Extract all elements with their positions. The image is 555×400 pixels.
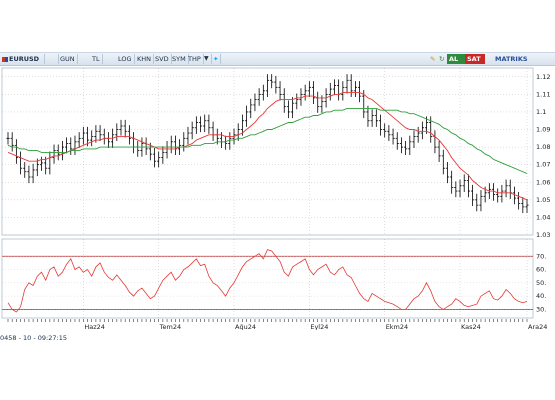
x-tick-label: Kas24: [461, 323, 481, 330]
dropdown-arrow-icon[interactable]: ▼: [202, 54, 212, 64]
symbol-selector[interactable]: EURUSD: [0, 54, 45, 64]
flag-icon: [2, 56, 8, 62]
rsi-panel-frame: [1, 238, 534, 319]
rsi-tick-label: 50.: [536, 279, 546, 287]
x-tick-label: Eyl24: [310, 323, 328, 330]
toolbar-button-khn[interactable]: KHN: [135, 54, 155, 64]
price-tick-label: 1.07: [536, 161, 550, 169]
toolbar-button-tl[interactable]: TL: [90, 54, 103, 64]
rsi-tick-label: 40.: [536, 292, 546, 300]
status-text: 0458 - 10 - 09:27:15: [0, 334, 67, 342]
x-tick-label: Ara24: [528, 323, 547, 330]
twitter-icon[interactable]: ✦: [211, 54, 222, 64]
pencil-icon[interactable]: ✎: [430, 55, 436, 63]
x-tick-label: Tem24: [159, 323, 181, 330]
price-tick-label: 1.09: [536, 126, 550, 134]
chart-canvas: Haz24 Tem24 Ağu24 Eyl24 Ekm24 Kas24 Ara24 1.03 1…: [1, 67, 550, 330]
matriks-logo: MATRIKS: [495, 55, 528, 63]
chart-toolbar: EURUSD GUN TL LOG KHN SVD SYM THP ▼ ✦ ✎ …: [0, 53, 555, 66]
toolbar-button-gun[interactable]: GUN: [58, 54, 78, 64]
moving-average-short-line: [7, 92, 528, 201]
price-tick-label: 1.03: [536, 231, 550, 239]
toolbar-spacer: [40, 54, 59, 64]
price-tick-label: 1.05: [536, 196, 550, 204]
refresh-icon[interactable]: ↻: [439, 55, 445, 63]
price-tick-label: 1.06: [536, 178, 550, 186]
rsi-tick-label: 70.: [536, 252, 546, 260]
sell-button[interactable]: SAT: [465, 54, 485, 64]
x-tick-label: Haz24: [84, 323, 105, 330]
toolbar-button-thp[interactable]: THP: [186, 54, 204, 64]
toolbar-button-log[interactable]: LOG: [116, 54, 135, 64]
buy-button[interactable]: AL: [447, 54, 465, 64]
price-tick-label: 1.08: [536, 143, 550, 151]
toolbar-button-svd[interactable]: SVD: [153, 54, 172, 64]
toolbar-button-sym[interactable]: SYM: [170, 54, 189, 64]
rsi-line: [7, 249, 528, 313]
price-tick-label: 1.04: [536, 213, 550, 221]
price-tick-label: 1.12: [536, 73, 550, 81]
chart-window: EURUSD GUN TL LOG KHN SVD SYM THP ▼ ✦ ✎ …: [0, 52, 555, 345]
rsi-tick-label: 60.: [536, 266, 546, 274]
moving-average-long-line: [7, 107, 528, 174]
price-tick-label: 1.1: [536, 108, 546, 116]
price-panel-frame: [1, 67, 534, 236]
x-tick-label: Ağu24: [235, 323, 256, 330]
x-tick-label: Ekm24: [386, 323, 408, 330]
symbol-label: EURUSD: [9, 55, 40, 63]
price-tick-label: 1.11: [536, 90, 550, 98]
rsi-tick-label: 30.: [536, 305, 546, 313]
status-bar: 0458 - 10 - 09:27:15: [0, 330, 555, 345]
